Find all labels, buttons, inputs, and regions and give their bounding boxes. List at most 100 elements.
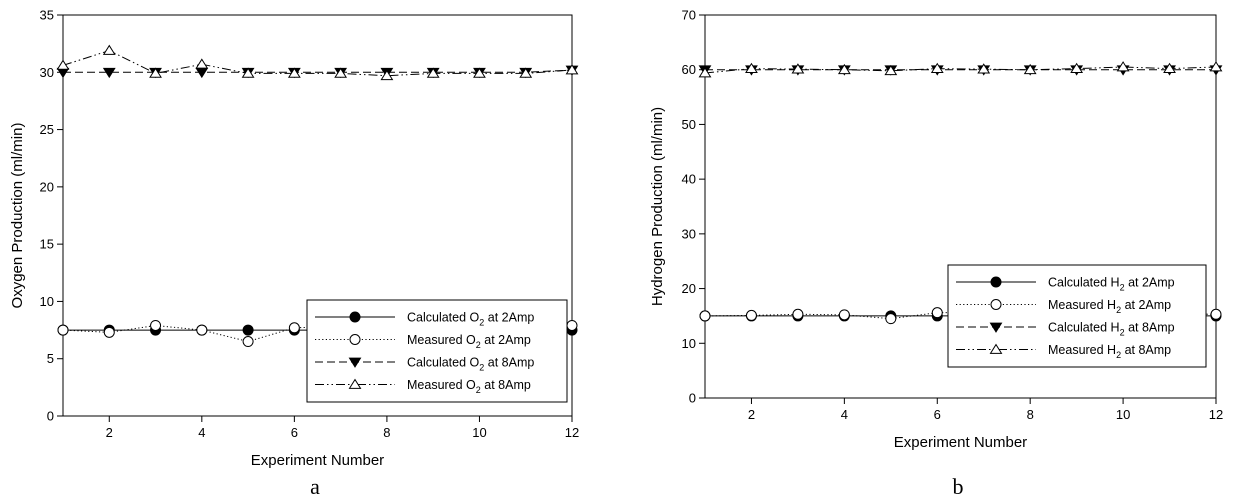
y-tick-label: 10 [682, 336, 696, 351]
data-point [699, 310, 711, 322]
data-point [380, 69, 394, 81]
x-tick-label: 2 [106, 425, 113, 440]
data-point [745, 309, 757, 321]
legend: Calculated O2 at 2Amp Measured O2 at 2Amp… [306, 299, 568, 403]
y-tick-label: 30 [40, 65, 54, 80]
y-tick-label: 60 [682, 62, 696, 77]
data-point [931, 307, 943, 319]
legend-entry: Measured H2 at 8Amp [1048, 343, 1171, 360]
plot-frame [62, 14, 573, 417]
x-axis-label: Experiment Number [894, 434, 1027, 451]
data-point [288, 322, 300, 334]
y-tick-label: 50 [682, 117, 696, 132]
y-tick-label: 0 [47, 409, 54, 424]
legend-swatch-marker [989, 343, 1003, 354]
panel-letter: a [310, 474, 320, 499]
chart-panel-a: 0 5 10 15 20 25 30 35 2 4 6 8 10 12 Experiment Number O… [9, 8, 579, 500]
series-3 [698, 65, 1223, 76]
data-point [566, 319, 578, 331]
data-point [334, 67, 348, 78]
data-point [150, 319, 162, 331]
data-point [149, 67, 162, 78]
legend: Calculated H2 at 2Amp Measured H2 at 2Amp… [947, 264, 1207, 368]
legend-swatch-marker [989, 322, 1003, 333]
x-tick-label: 4 [841, 407, 848, 422]
data-point [1023, 63, 1037, 75]
data-point [885, 313, 897, 325]
legend-entry: Calculated H2 at 8Amp [1048, 321, 1175, 338]
x-tick-label: 4 [198, 425, 205, 440]
x-tick-label: 12 [1209, 407, 1223, 422]
y-tick-label: 20 [682, 281, 696, 296]
data-point [1070, 62, 1084, 73]
data-point [196, 324, 208, 336]
series-3 [56, 65, 579, 79]
data-point [791, 63, 805, 74]
legend-entry: Calculated H2 at 2Amp [1048, 276, 1175, 293]
series-line [62, 49, 573, 77]
y-axis-label: Hydrogen Production (ml/min) [649, 107, 666, 306]
data-point [1163, 62, 1176, 73]
y-tick-label: 20 [40, 179, 54, 194]
data-point [698, 67, 712, 78]
data-point [792, 308, 804, 320]
plot-frame [704, 14, 1217, 399]
data-point [426, 67, 440, 78]
y-tick-label: 25 [40, 122, 54, 137]
legend-entry: Measured H2 at 2Amp [1048, 298, 1171, 315]
data-point [242, 336, 254, 348]
data-point [930, 62, 944, 73]
series-4 [56, 44, 579, 81]
x-tick-label: 12 [565, 425, 579, 440]
legend-swatch-marker [990, 276, 1002, 288]
y-tick-label: 5 [47, 351, 54, 366]
y-tick-label: 70 [682, 8, 696, 23]
data-point [241, 67, 255, 78]
series-4 [698, 61, 1223, 78]
data-point [242, 324, 254, 336]
y-tick-label: 30 [682, 226, 696, 241]
data-point [837, 63, 851, 75]
y-axis-label: Oxygen Production (ml/min) [9, 123, 26, 309]
data-point [56, 59, 70, 70]
legend-entry: Measured O2 at 2Amp [407, 333, 531, 350]
legend-swatch-marker [348, 378, 362, 389]
y-tick-label: 35 [40, 8, 54, 23]
series-line [63, 69, 573, 73]
data-point [519, 67, 533, 78]
x-tick-label: 6 [291, 425, 298, 440]
y-tick-label: 0 [689, 391, 696, 406]
legend-entry: Calculated O2 at 8Amp [407, 356, 534, 373]
panel-letter: b [953, 474, 964, 499]
legend-swatch-marker [349, 334, 361, 345]
chart-panel-b: 0 10 20 30 40 50 60 70 2 4 6 8 10 12 Experiment Number… [649, 8, 1223, 500]
legend-entry: Measured O2 at 8Amp [407, 378, 531, 395]
data-point [102, 67, 116, 79]
data-point [102, 44, 116, 55]
data-point [195, 58, 209, 69]
series-line [704, 66, 1217, 74]
x-tick-label: 10 [472, 425, 486, 440]
data-point [977, 63, 991, 74]
data-point [287, 67, 301, 78]
data-point [103, 326, 115, 338]
data-point [884, 64, 898, 76]
data-point [57, 324, 69, 336]
x-tick-label: 6 [934, 407, 941, 422]
y-tick-label: 15 [40, 237, 54, 252]
legend-entry: Calculated O2 at 2Amp [407, 311, 534, 328]
y-tick-label: 10 [40, 294, 54, 309]
x-tick-label: 2 [748, 407, 755, 422]
data-point [1210, 308, 1222, 320]
legend-swatch-marker [990, 299, 1002, 310]
x-tick-label: 10 [1116, 407, 1130, 422]
x-tick-label: 8 [383, 425, 390, 440]
x-tick-label: 8 [1027, 407, 1034, 422]
data-point [838, 309, 850, 321]
data-point [565, 64, 579, 75]
legend-swatch-marker [349, 311, 361, 323]
data-point [1116, 61, 1130, 72]
x-axis-label: Experiment Number [251, 452, 384, 469]
data-point [745, 62, 758, 73]
